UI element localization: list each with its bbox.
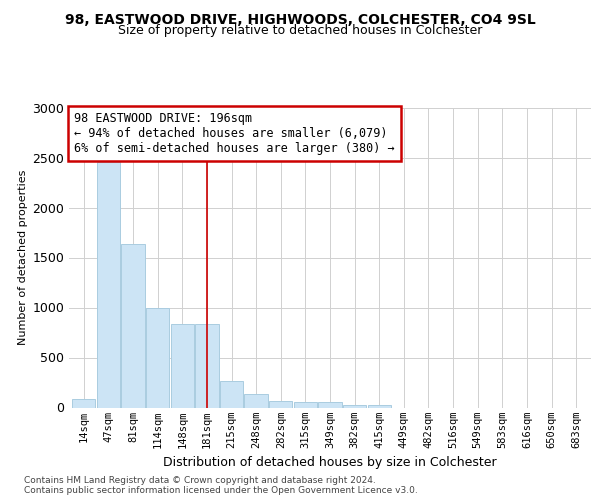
Bar	[269, 400, 292, 407]
X-axis label: Distribution of detached houses by size in Colchester: Distribution of detached houses by size …	[163, 456, 497, 469]
Bar	[244, 394, 268, 407]
Bar	[220, 380, 243, 407]
Bar	[146, 308, 169, 408]
Text: Size of property relative to detached houses in Colchester: Size of property relative to detached ho…	[118, 24, 482, 37]
Text: 98 EASTWOOD DRIVE: 196sqm
← 94% of detached houses are smaller (6,079)
6% of sem: 98 EASTWOOD DRIVE: 196sqm ← 94% of detac…	[74, 112, 395, 155]
Bar	[121, 244, 145, 408]
Y-axis label: Number of detached properties: Number of detached properties	[18, 170, 28, 345]
Bar	[368, 405, 391, 407]
Bar	[170, 324, 194, 407]
Bar	[97, 162, 120, 408]
Text: 98, EASTWOOD DRIVE, HIGHWOODS, COLCHESTER, CO4 9SL: 98, EASTWOOD DRIVE, HIGHWOODS, COLCHESTE…	[65, 12, 535, 26]
Text: Contains HM Land Registry data © Crown copyright and database right 2024.
Contai: Contains HM Land Registry data © Crown c…	[24, 476, 418, 495]
Bar	[343, 404, 367, 407]
Bar	[293, 402, 317, 407]
Bar	[319, 402, 341, 407]
Bar	[72, 399, 95, 407]
Bar	[195, 324, 218, 407]
